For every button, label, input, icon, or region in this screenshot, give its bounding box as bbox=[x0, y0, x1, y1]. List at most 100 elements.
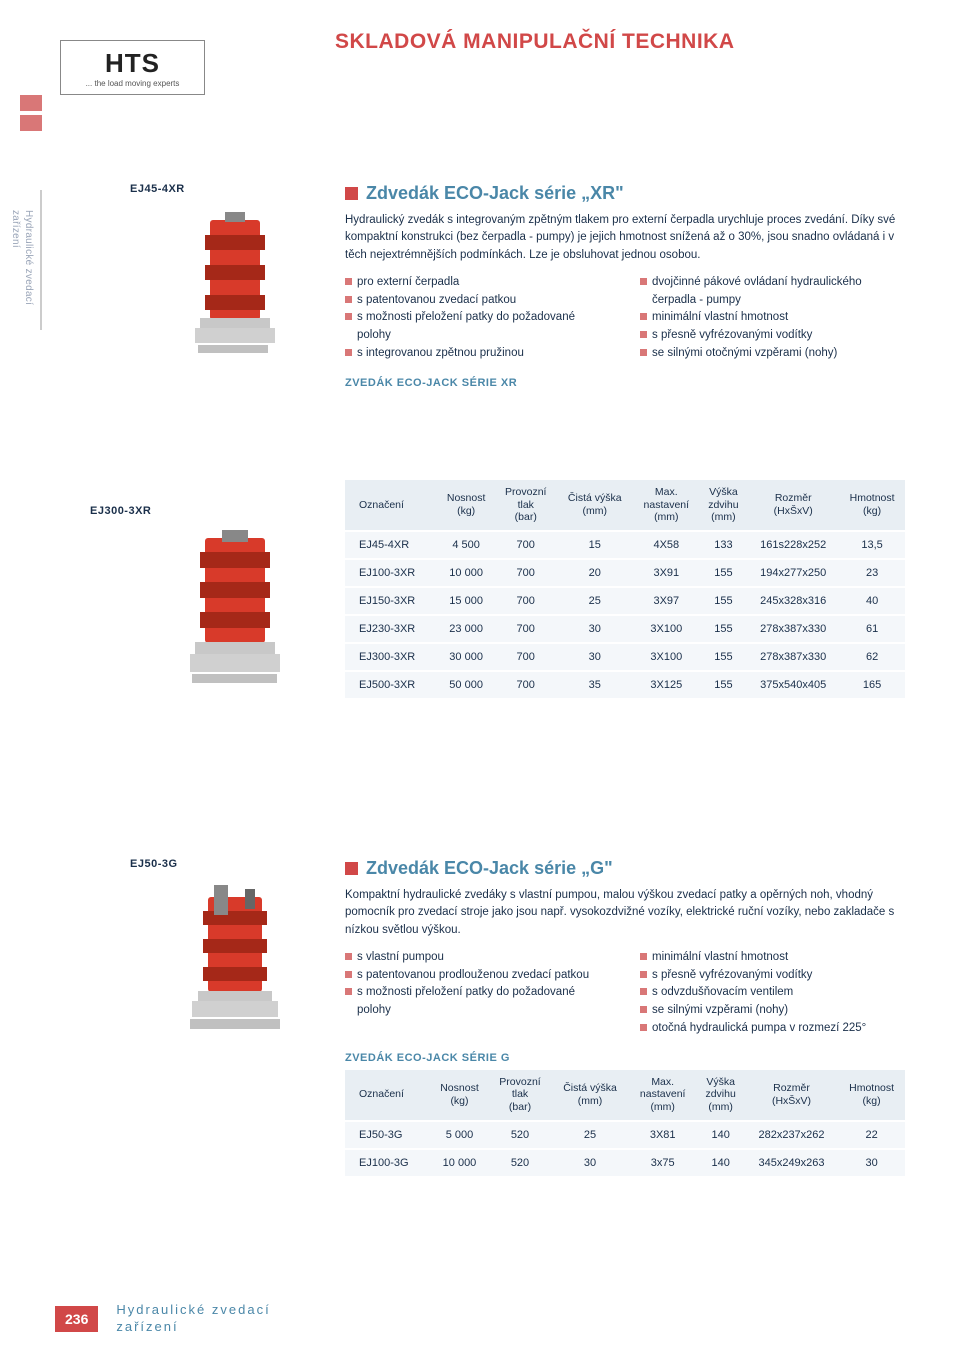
table-cell: 13,5 bbox=[839, 531, 905, 559]
title-box-icon bbox=[345, 187, 358, 200]
section-g-bullets: s vlastní pumpous patentovanou prodlouže… bbox=[345, 949, 905, 1038]
table-cell: 3X97 bbox=[633, 587, 700, 615]
bullet-item: s přesně vyfrézovanými vodítky bbox=[640, 967, 905, 985]
table-cell: 700 bbox=[495, 559, 556, 587]
table-header-cell: Rozměr(HxŠxV) bbox=[747, 480, 839, 531]
bullet-item: minimální vlastní hmotnost bbox=[640, 309, 905, 327]
table-cell: 5 000 bbox=[430, 1121, 489, 1149]
bullet-square-icon bbox=[640, 971, 647, 978]
bullet-item: se silnými vzpěrami (nohy) bbox=[640, 1002, 905, 1020]
bullet-item: dvojčinné pákové ovládaní hydraulického … bbox=[640, 274, 905, 310]
bullet-item: s integrovanou zpětnou pružinou bbox=[345, 345, 610, 363]
table-cell: 345x249x263 bbox=[745, 1149, 838, 1177]
bullet-text: s možnosti přeložení patky do požadované… bbox=[357, 309, 610, 345]
section-xr-title-text: Zdvedák ECO-Jack série „XR" bbox=[366, 183, 624, 204]
product-image-xr2 bbox=[165, 520, 305, 700]
table-cell: 30 000 bbox=[437, 643, 495, 671]
table-cell: 278x387x330 bbox=[747, 643, 839, 671]
table-header-cell: Čistá výška(mm) bbox=[551, 1070, 629, 1121]
table-cell: 4X58 bbox=[633, 531, 700, 559]
section-g-title: Zdvedák ECO-Jack série „G" bbox=[345, 858, 905, 879]
bullet-text: pro externí čerpadla bbox=[357, 274, 459, 292]
bullet-item: se silnými otočnými vzpěrami (nohy) bbox=[640, 345, 905, 363]
table-cell: EJ100-3XR bbox=[345, 559, 437, 587]
model-label-xr1: EJ45-4XR bbox=[130, 183, 185, 195]
table-cell: 22 bbox=[838, 1121, 905, 1149]
table-cell: 700 bbox=[495, 587, 556, 615]
table-cell: 155 bbox=[700, 615, 748, 643]
product-image-xr1 bbox=[165, 200, 305, 380]
bullet-square-icon bbox=[345, 349, 352, 356]
table-cell: 245x328x316 bbox=[747, 587, 839, 615]
bullet-text: s vlastní pumpou bbox=[357, 949, 444, 967]
table-cell: 155 bbox=[700, 671, 748, 699]
bullet-square-icon bbox=[345, 988, 352, 995]
bullet-text: s možnosti přeložení patky do požadované… bbox=[357, 984, 610, 1020]
jack-svg-icon bbox=[180, 885, 290, 1045]
table-cell: 700 bbox=[495, 531, 556, 559]
table-cell: 700 bbox=[495, 615, 556, 643]
jack-svg-icon bbox=[180, 530, 290, 690]
table-row: EJ300-3XR30 000700303X100155278x387x3306… bbox=[345, 643, 905, 671]
table-row: EJ230-3XR23 000700303X100155278x387x3306… bbox=[345, 615, 905, 643]
table-cell: 30 bbox=[551, 1149, 629, 1177]
table-cell: 62 bbox=[839, 643, 905, 671]
table-cell: EJ300-3XR bbox=[345, 643, 437, 671]
model-label-xr2: EJ300-3XR bbox=[90, 505, 151, 517]
bullet-square-icon bbox=[640, 278, 647, 285]
table-header-cell: Označení bbox=[345, 480, 437, 531]
bullet-square-icon bbox=[640, 988, 647, 995]
table-row: EJ150-3XR15 000700253X97155245x328x31640 bbox=[345, 587, 905, 615]
section-g-title-text: Zdvedák ECO-Jack série „G" bbox=[366, 858, 613, 879]
bullet-item: pro externí čerpadla bbox=[345, 274, 610, 292]
table-cell: EJ230-3XR bbox=[345, 615, 437, 643]
model-label-g1: EJ50-3G bbox=[130, 858, 178, 870]
bullet-text: minimální vlastní hmotnost bbox=[652, 949, 788, 967]
table-g: OznačeníNosnost(kg)Provoznítlak(bar)Čist… bbox=[345, 1070, 905, 1178]
table-cell: 3X81 bbox=[629, 1121, 697, 1149]
table-header-cell: Označení bbox=[345, 1070, 430, 1121]
bullet-square-icon bbox=[345, 278, 352, 285]
table-header-cell: Hmotnost(kg) bbox=[838, 1070, 905, 1121]
table-header-cell: Čistá výška(mm) bbox=[556, 480, 633, 531]
table-cell: 140 bbox=[696, 1149, 744, 1177]
bullet-item: s patentovanou zvedací patkou bbox=[345, 292, 610, 310]
logo-sub: ... the load moving experts bbox=[86, 79, 180, 88]
table-xr-wrap: OznačeníNosnost(kg)Provoznítlak(bar)Čist… bbox=[345, 480, 905, 700]
bullet-text: s patentovanou prodlouženou zvedací patk… bbox=[357, 967, 589, 985]
table-cell: 520 bbox=[489, 1121, 551, 1149]
table-cell: 161s228x252 bbox=[747, 531, 839, 559]
table-header-cell: Výškazdvihu(mm) bbox=[700, 480, 748, 531]
bullet-square-icon bbox=[345, 953, 352, 960]
table-xr-title: ZVEDÁK ECO-JACK SÉRIE XR bbox=[345, 377, 905, 389]
table-cell: 3X100 bbox=[633, 643, 700, 671]
bullet-text: se silnými vzpěrami (nohy) bbox=[652, 1002, 788, 1020]
side-color-blocks bbox=[20, 95, 42, 135]
section-xr-desc: Hydraulický zvedák s integrovaným zpětný… bbox=[345, 212, 905, 264]
table-cell: 3X91 bbox=[633, 559, 700, 587]
product-image-g1 bbox=[165, 875, 305, 1055]
table-header-cell: Nosnost(kg) bbox=[437, 480, 495, 531]
table-cell: 23 bbox=[839, 559, 905, 587]
table-cell: 15 bbox=[556, 531, 633, 559]
table-cell: 35 bbox=[556, 671, 633, 699]
table-cell: 30 bbox=[838, 1149, 905, 1177]
bullet-item: minimální vlastní hmotnost bbox=[640, 949, 905, 967]
table-cell: 375x540x405 bbox=[747, 671, 839, 699]
table-cell: 140 bbox=[696, 1121, 744, 1149]
bullet-square-icon bbox=[640, 349, 647, 356]
table-cell: 10 000 bbox=[430, 1149, 489, 1177]
footer: 236 Hydraulické zvedacízařízení bbox=[55, 1302, 271, 1336]
table-cell: EJ150-3XR bbox=[345, 587, 437, 615]
table-cell: EJ50-3G bbox=[345, 1121, 430, 1149]
table-header-cell: Provoznítlak(bar) bbox=[489, 1070, 551, 1121]
bullet-item: s patentovanou prodlouženou zvedací patk… bbox=[345, 967, 610, 985]
table-cell: EJ100-3G bbox=[345, 1149, 430, 1177]
table-cell: 30 bbox=[556, 643, 633, 671]
table-cell: 25 bbox=[556, 587, 633, 615]
table-cell: 4 500 bbox=[437, 531, 495, 559]
table-cell: 23 000 bbox=[437, 615, 495, 643]
table-cell: 40 bbox=[839, 587, 905, 615]
bullet-square-icon bbox=[345, 296, 352, 303]
bullet-square-icon bbox=[640, 1024, 647, 1031]
